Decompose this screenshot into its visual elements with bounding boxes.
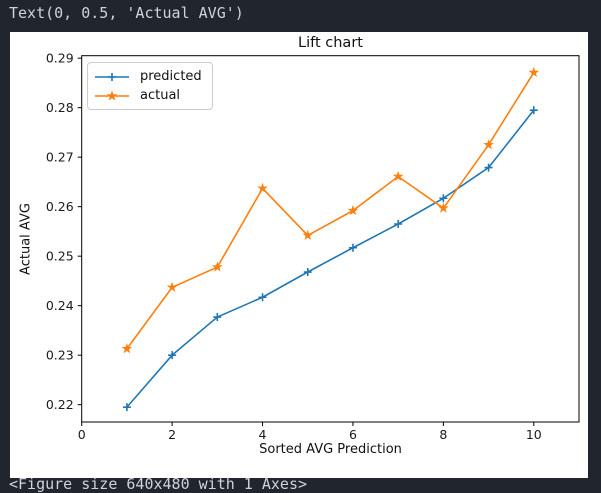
x-axis-label: Sorted AVG Prediction xyxy=(259,442,402,457)
plus-marker xyxy=(303,268,312,277)
x-tick-label: 0 xyxy=(78,427,86,442)
y-tick-label: 0.25 xyxy=(46,249,74,264)
legend: predicted actual xyxy=(87,62,213,110)
star-marker xyxy=(528,66,540,78)
plus-marker xyxy=(394,220,403,228)
legend-entry-predicted: predicted xyxy=(94,67,206,86)
x-tick-label: 2 xyxy=(168,427,176,442)
legend-label: actual xyxy=(140,88,181,103)
star-marker xyxy=(166,281,178,292)
console-output-figure-size: <Figure size 640x480 with 1 Axes> xyxy=(9,475,308,493)
series-line-predicted xyxy=(126,109,535,408)
star-marker xyxy=(302,229,314,240)
plus-marker xyxy=(258,293,267,302)
y-tick-label: 0.28 xyxy=(46,100,74,115)
legend-entry-actual: actual xyxy=(94,86,206,105)
legend-sample-star-icon xyxy=(95,89,129,101)
plus-marker xyxy=(484,163,493,172)
console-output-text-repr: Text(0, 0.5, 'Actual AVG') xyxy=(9,4,244,22)
plus-marker xyxy=(439,194,448,203)
star-marker xyxy=(121,343,133,354)
plus-marker xyxy=(168,351,177,360)
chart-title: Lift chart xyxy=(298,35,363,51)
y-tick-label: 0.26 xyxy=(46,199,74,214)
plus-marker xyxy=(529,106,538,115)
plus-marker xyxy=(213,313,222,322)
axes-spines xyxy=(81,55,580,423)
x-tick-label: 8 xyxy=(439,427,447,442)
star-marker xyxy=(212,261,223,272)
y-axis-label: Actual AVG xyxy=(18,203,34,275)
star-marker xyxy=(347,205,359,216)
x-tick-label: 6 xyxy=(349,427,357,442)
x-tick-label: 10 xyxy=(526,427,542,442)
x-tick-label: 4 xyxy=(259,427,267,442)
plot-area: 0 2 4 6 8 10 0.22 0.23 0.24 0.25 0.26 0.27 0.28 0.29 xyxy=(46,51,580,442)
legend-label: predicted xyxy=(140,69,202,84)
plus-marker xyxy=(348,243,357,252)
y-tick-label: 0.22 xyxy=(46,397,74,412)
legend-sample-plus-icon xyxy=(95,72,129,81)
star-marker xyxy=(257,182,268,193)
matplotlib-figure: 0 2 4 6 8 10 0.22 0.23 0.24 0.25 0.26 0.27 0.28 0.29 … xyxy=(10,32,588,478)
y-tick-label: 0.24 xyxy=(46,298,74,313)
y-tick-label: 0.27 xyxy=(46,150,74,165)
y-tick-label: 0.29 xyxy=(46,51,74,66)
star-marker xyxy=(438,202,449,213)
star-marker xyxy=(392,170,404,182)
y-tick-label: 0.23 xyxy=(46,348,74,363)
star-marker xyxy=(483,139,494,150)
plus-marker xyxy=(122,403,131,412)
series-line-actual xyxy=(126,72,535,350)
